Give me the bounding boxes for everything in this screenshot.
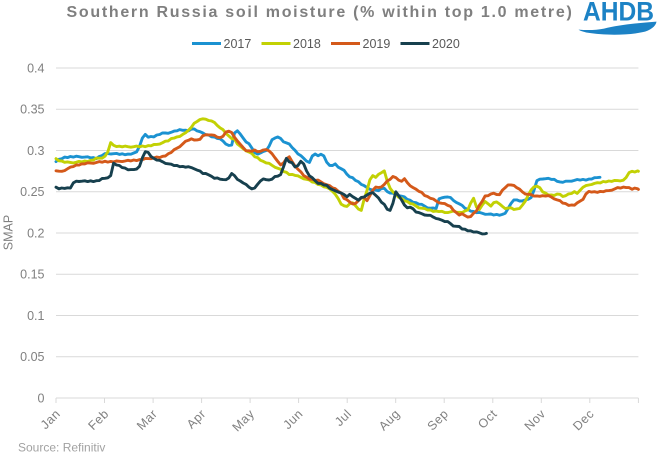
svg-text:0.4: 0.4 [27,61,44,75]
svg-text:0.05: 0.05 [20,350,44,364]
svg-text:0.1: 0.1 [27,309,44,323]
svg-text:0.35: 0.35 [20,103,44,117]
svg-text:2017: 2017 [224,37,252,51]
svg-text:Southern Russia soil moisture: Southern Russia soil moisture (% within … [67,4,574,21]
svg-text:0: 0 [38,391,45,405]
svg-text:0.15: 0.15 [20,268,44,282]
svg-text:0.25: 0.25 [20,185,44,199]
svg-text:0.2: 0.2 [27,226,44,240]
svg-text:AHDB: AHDB [583,0,654,27]
svg-text:Source: Refinitiv: Source: Refinitiv [18,441,105,455]
svg-text:SMAP: SMAP [2,215,16,250]
svg-text:2020: 2020 [432,37,460,51]
svg-text:2019: 2019 [363,37,391,51]
svg-text:2018: 2018 [293,37,321,51]
svg-text:0.3: 0.3 [27,144,44,158]
